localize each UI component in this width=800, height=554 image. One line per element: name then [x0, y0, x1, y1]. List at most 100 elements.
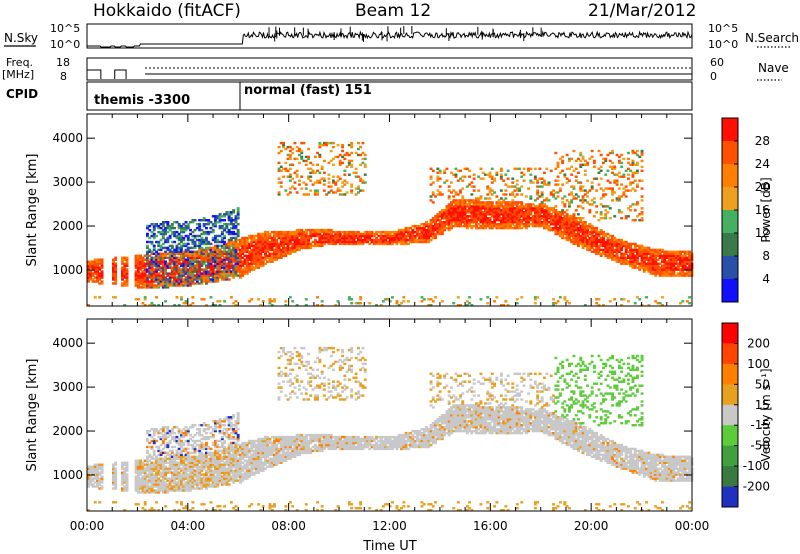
power-cell	[443, 226, 447, 230]
power-cell	[397, 304, 401, 307]
power-cell	[622, 175, 626, 178]
velocity-cell	[164, 489, 167, 492]
power-cell	[155, 264, 158, 267]
power-cell	[472, 173, 476, 176]
power-cell	[250, 242, 254, 246]
power-cell	[175, 296, 179, 299]
power-cell	[654, 264, 658, 267]
power-cell	[279, 244, 283, 248]
power-cell	[570, 221, 574, 224]
power-cell	[592, 226, 596, 230]
power-cell	[229, 262, 233, 265]
nsky-right-bottom: 10^0	[708, 38, 738, 51]
power-cell	[309, 236, 313, 240]
power-cell	[631, 151, 635, 155]
power-cell	[488, 207, 492, 210]
power-cell	[191, 246, 195, 250]
power-cell	[506, 226, 510, 230]
power-cell	[189, 232, 192, 236]
power-cell	[205, 226, 208, 230]
power-cell	[223, 228, 226, 232]
power-cell	[608, 165, 612, 168]
power-cell	[220, 240, 224, 244]
power-cell	[556, 219, 560, 222]
power-cell	[395, 230, 399, 234]
power-cell	[654, 256, 658, 259]
power-cell	[608, 159, 612, 163]
power-cell	[225, 223, 229, 226]
power-cell	[524, 209, 528, 212]
power-cell	[683, 272, 687, 275]
power-cell	[266, 238, 270, 242]
power-cell	[152, 274, 156, 277]
power-cell	[679, 302, 682, 305]
power-cell	[177, 226, 181, 230]
power-cell	[182, 236, 186, 240]
power-cell	[93, 266, 97, 269]
power-cell	[293, 187, 297, 190]
power-cell	[568, 179, 571, 182]
power-cell	[568, 302, 571, 305]
velocity-cell	[168, 479, 172, 482]
power-cell	[611, 193, 614, 196]
power-cell	[461, 203, 465, 206]
power-cell	[568, 221, 571, 224]
power-cell	[617, 248, 621, 252]
power-cell	[200, 278, 204, 281]
velocity-cell	[100, 481, 104, 484]
power-cell	[645, 248, 648, 252]
velocity-cell	[157, 471, 161, 474]
power-cell	[141, 284, 145, 287]
power-cell	[683, 250, 687, 253]
power-cell	[543, 211, 546, 214]
power-cell	[277, 244, 281, 248]
power-cell	[574, 167, 578, 170]
power-cell	[152, 278, 156, 281]
power-cell	[218, 219, 222, 222]
power-cell	[214, 234, 217, 238]
power-cell	[248, 244, 251, 248]
power-cell	[672, 250, 676, 253]
power-cell	[341, 234, 344, 238]
power-cell	[592, 197, 596, 200]
power-cell	[275, 254, 279, 257]
power-cell	[499, 169, 503, 172]
power-cell	[209, 268, 213, 271]
power-cell	[341, 242, 344, 246]
power-cell	[191, 296, 195, 299]
power-cell	[570, 232, 574, 236]
power-cell	[241, 236, 245, 240]
power-cell	[545, 167, 549, 170]
power-cell	[168, 236, 172, 240]
power-cell	[146, 274, 149, 277]
velocity-cell	[161, 475, 165, 478]
power-cell	[629, 209, 633, 212]
power-cell	[150, 242, 154, 246]
power-cell	[157, 240, 161, 244]
power-cell	[266, 246, 270, 250]
power-cell	[465, 226, 469, 230]
power-cell	[205, 238, 208, 242]
power-cell	[189, 274, 192, 277]
power-cell	[121, 262, 124, 265]
velocity-cell	[173, 463, 177, 466]
power-cell	[202, 256, 206, 259]
power-cell	[268, 256, 272, 259]
velocity-cell	[164, 465, 167, 468]
power-cell	[257, 298, 261, 301]
power-cell	[139, 268, 143, 271]
power-cell	[547, 211, 551, 214]
power-cell	[438, 230, 442, 234]
power-cell	[286, 230, 290, 234]
velocity-cell	[121, 461, 124, 464]
power-cell	[241, 272, 245, 275]
power-cell	[220, 260, 224, 263]
power-cell	[636, 183, 639, 186]
power-cell	[425, 232, 428, 236]
power-cell	[189, 256, 192, 259]
power-cell	[617, 211, 621, 214]
power-cell	[592, 177, 596, 180]
power-cell	[461, 187, 465, 190]
power-cell	[549, 223, 553, 226]
velocity-cell	[112, 465, 115, 468]
